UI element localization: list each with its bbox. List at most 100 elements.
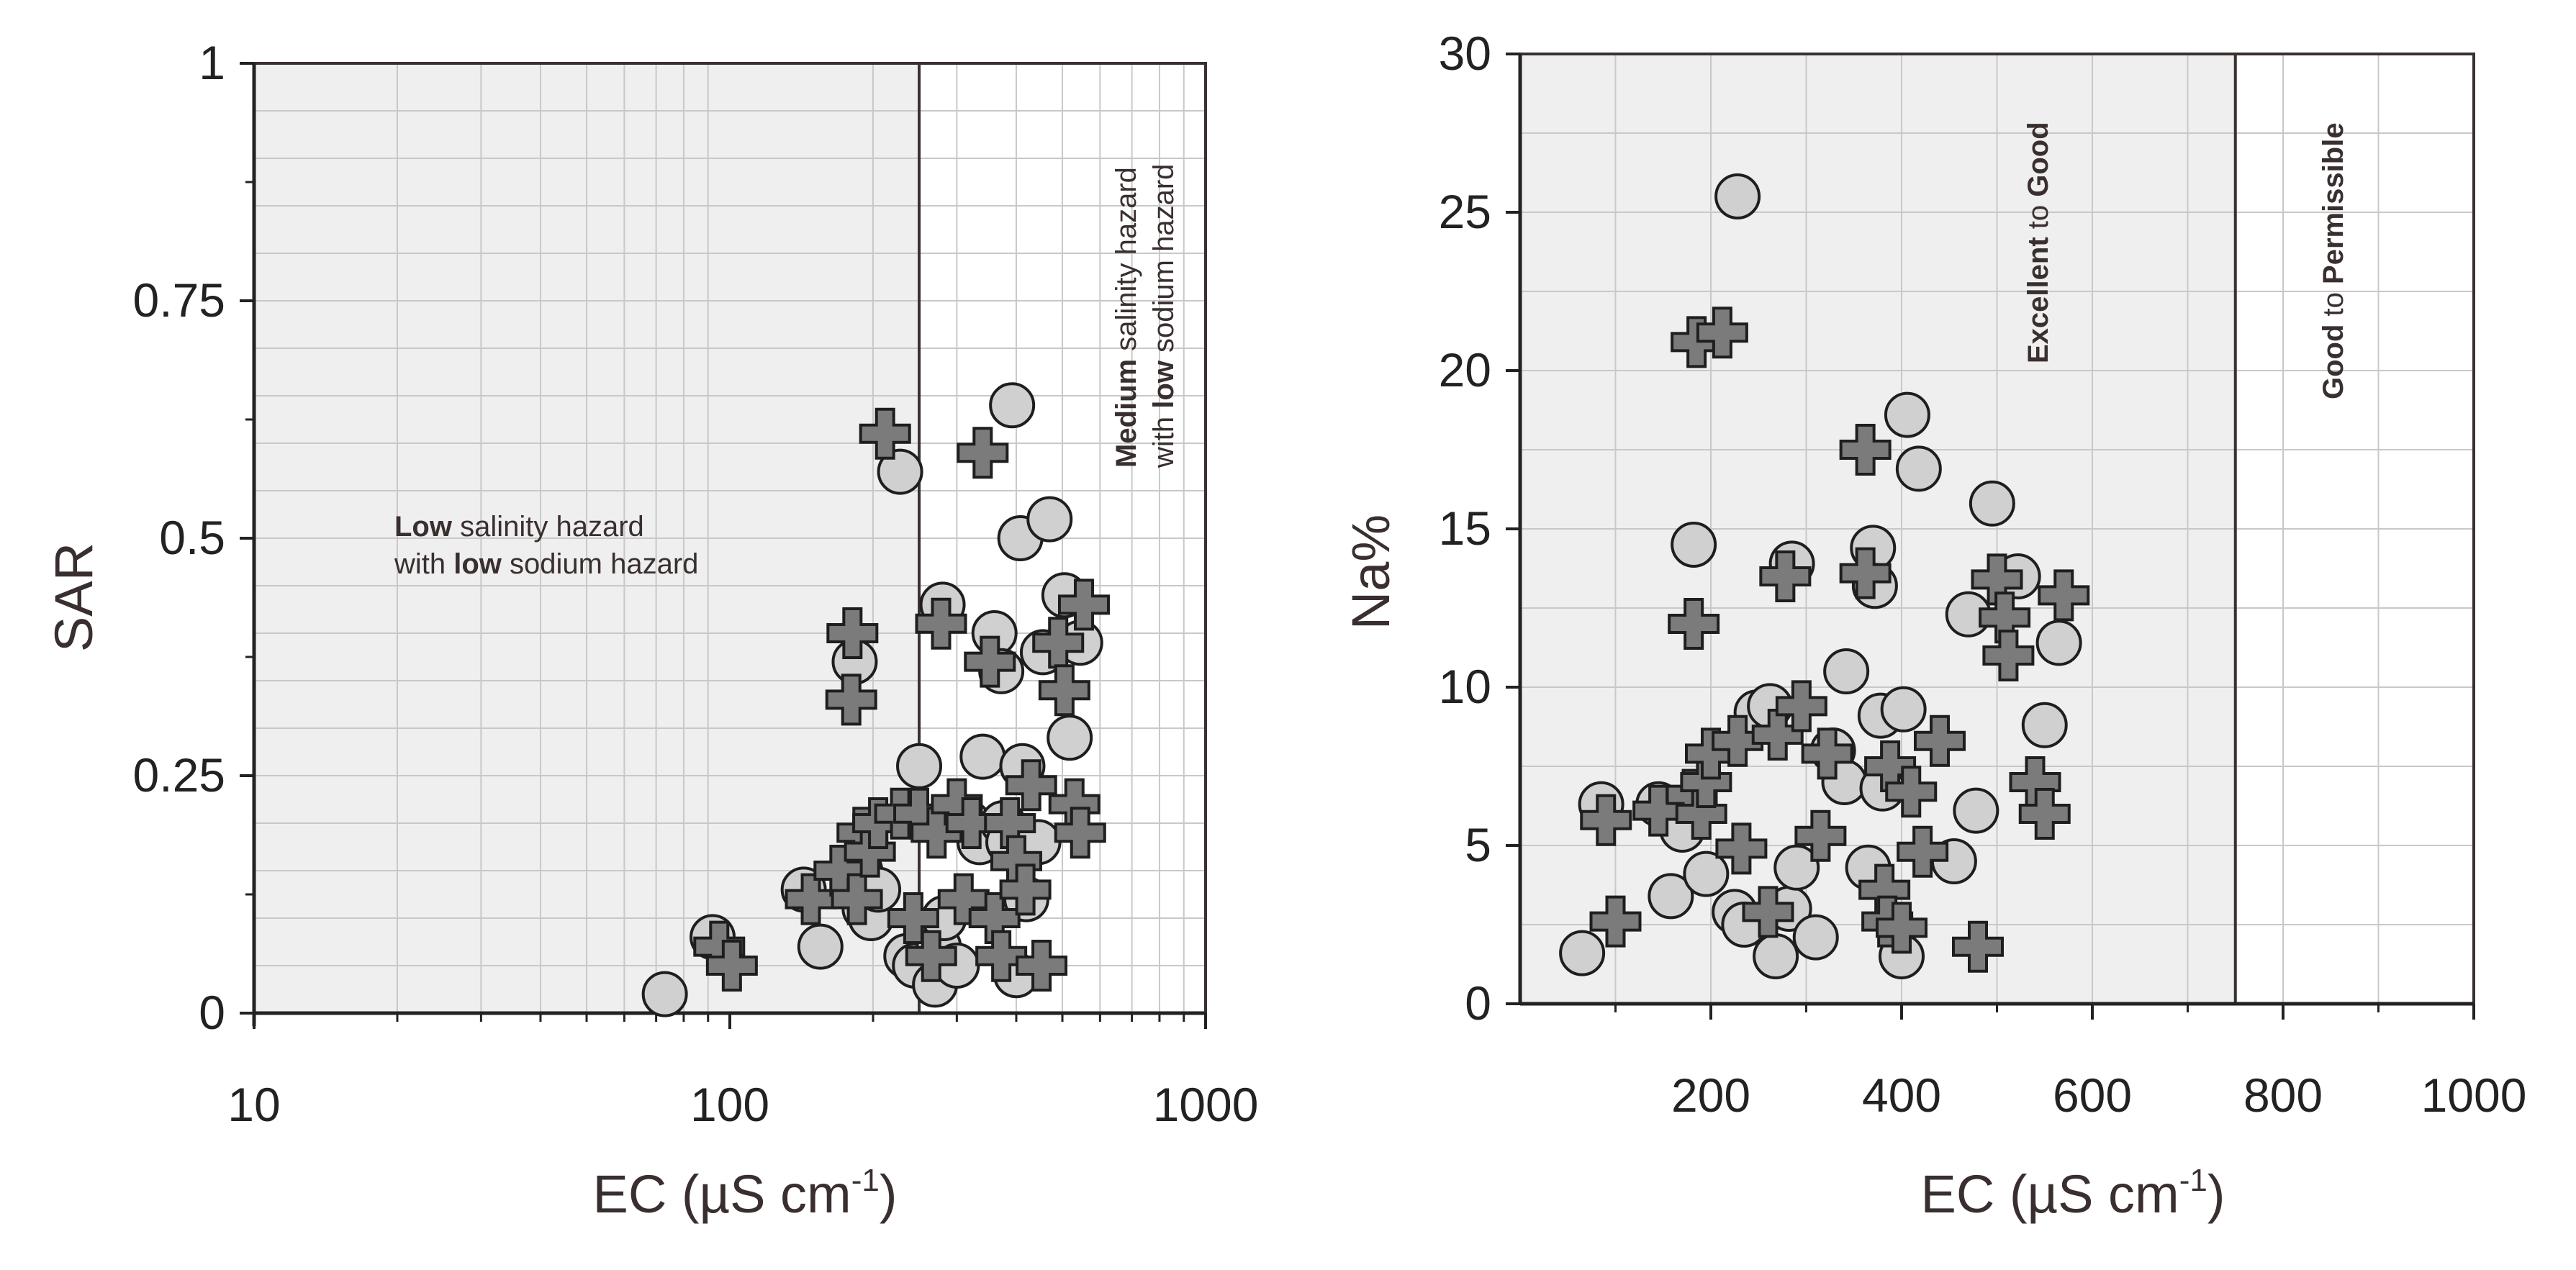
sar-annotation-low-line2: with low sodium hazard: [394, 548, 698, 580]
sar-ann-low-bold2: low: [453, 548, 502, 580]
sar-ann-med-text2b: sodium hazard: [1148, 164, 1180, 360]
sar-ann-low-text2a: with: [394, 548, 453, 580]
na-circle-point: [2035, 620, 2082, 666]
na-circle-point: [1714, 173, 1761, 219]
na-circle-point: [1792, 914, 1839, 961]
na-circle-point: [1895, 445, 1942, 492]
sar-cross-point: [826, 607, 879, 659]
na-cross-point: [1580, 794, 1632, 846]
sar-cross-point: [859, 407, 911, 460]
sar-cross-point: [1054, 807, 1106, 859]
sar-ann-med-text1: salinity hazard: [1111, 167, 1142, 359]
na-y-tick-label: 20: [1439, 343, 1491, 396]
na-x-tick-label: 800: [2243, 1069, 2323, 1122]
na-cross-point: [1589, 895, 1642, 948]
sar-cross-point: [825, 673, 877, 726]
sar-x-tick-label: 1000: [1153, 1078, 1259, 1131]
na-x-tick-label: 400: [1862, 1069, 1941, 1122]
sar-xlabel-end: ): [880, 1164, 898, 1224]
na-circle-point: [1823, 648, 1870, 694]
na-annotation-zone2: Good to Permissible: [2318, 122, 2349, 399]
sar-x-tick-label: 100: [690, 1078, 769, 1131]
sar-circle-point: [797, 923, 844, 970]
sar-cross-point: [957, 427, 1009, 479]
sar-cross-point: [910, 807, 963, 859]
sar-cross-point: [905, 930, 957, 982]
sar-ann-med-bold: Medium: [1111, 359, 1142, 468]
na-circle-point: [1671, 522, 1717, 568]
sar-cross-point: [1016, 940, 1068, 992]
sar-xlabel-sup: -1: [851, 1163, 880, 1198]
na-cross-point: [1897, 825, 1949, 878]
sar-cross-point: [945, 797, 998, 849]
sar-cross-point: [964, 635, 1016, 688]
na-circle-point: [1683, 851, 1730, 897]
na-circle-point: [1753, 933, 1799, 979]
na-circle-point: [1884, 391, 1930, 438]
sar-cross-point: [975, 930, 1028, 982]
na-cross-point: [1876, 902, 1928, 954]
sar-annotation-medium: Medium salinity hazard: [1111, 167, 1142, 468]
sar-cross-point: [1038, 664, 1090, 717]
sar-cross-point: [1057, 579, 1110, 631]
na-cross-point: [2038, 569, 2090, 622]
sar-circle-point: [989, 382, 1036, 429]
na-annotation-zone1: Excellent to Good: [2023, 122, 2054, 363]
na-x-tick-label: 200: [1671, 1069, 1750, 1122]
na-ann-zone2-bold2: Permissible: [2318, 122, 2349, 284]
sar-circle-point: [1047, 715, 1093, 761]
sar-annotation-low: Low salinity hazard: [394, 511, 644, 543]
sar-cross-point: [785, 873, 837, 925]
na-ticks: 200 400 600 800 1000 0 5 10 15 20 25 30: [1439, 27, 2527, 1122]
na-chart: 200 400 600 800 1000 0 5 10 15 20 25 30 Excellent t…: [1341, 27, 2526, 1224]
sar-y-tick-label: 0.25: [133, 748, 225, 802]
na-cross-point: [1742, 886, 1794, 938]
na-cross-point: [1751, 709, 1804, 761]
na-x-axis-label: EC (µS cm-1): [1921, 1163, 2225, 1224]
na-ann-zone2-text: to: [2318, 284, 2349, 325]
na-circle-point: [1648, 873, 1694, 920]
na-x-tick-label: 1000: [2421, 1069, 2527, 1122]
na-y-tick-label: 25: [1439, 185, 1491, 238]
sar-points: [641, 382, 1110, 1017]
sar-ann-med-text2a: with: [1148, 409, 1180, 468]
sar-circle-point: [641, 971, 688, 1017]
na-xlabel-main: EC (µS cm: [1921, 1164, 2179, 1224]
sar-circle-point: [877, 448, 923, 495]
na-cross-point: [1794, 809, 1847, 862]
na-y-axis-label: Na%: [1341, 514, 1401, 630]
na-cross-point: [1759, 550, 1812, 602]
sar-annotation-medium-line2: with low sodium hazard: [1148, 164, 1180, 468]
sar-cross-point: [915, 597, 967, 650]
na-x-tick-label: 600: [2053, 1069, 2132, 1122]
sar-circle-point: [896, 743, 943, 789]
na-y-tick-label: 15: [1439, 502, 1491, 555]
na-cross-point: [1801, 727, 1853, 780]
na-cross-point: [1712, 715, 1764, 767]
sar-ann-low-bold: Low: [394, 511, 453, 543]
sar-y-tick-label: 0.5: [159, 511, 225, 564]
sar-ann-med-bold2: low: [1148, 360, 1180, 409]
sar-cross-point: [999, 863, 1052, 916]
na-points: [1559, 173, 2090, 979]
na-ann-zone1-bold1: Excellent: [2023, 237, 2054, 363]
sar-chart: 10 100 1000 0 0.25 0.5 0.75 1 Low salinity haza…: [44, 36, 1258, 1224]
na-xlabel-sup: -1: [2179, 1163, 2207, 1198]
sar-ann-low-text2b: sodium hazard: [502, 548, 698, 580]
na-cross-point: [1952, 920, 2004, 973]
na-circle-point: [1969, 480, 2015, 527]
na-cross-point: [1885, 766, 1938, 818]
na-xlabel-end: ): [2207, 1164, 2225, 1224]
sar-xlabel-main: EC (µS cm: [593, 1164, 851, 1224]
sar-x-axis-label: EC (µS cm-1): [593, 1163, 898, 1224]
sar-ann-low-text1: salinity hazard: [452, 511, 644, 543]
na-y-tick-label: 30: [1439, 27, 1491, 80]
sar-y-tick-label: 0.75: [133, 273, 225, 327]
na-cross-point: [2018, 788, 2071, 840]
na-cross-point: [1839, 547, 1892, 599]
na-cross-point: [1775, 680, 1827, 732]
na-cross-point: [1696, 307, 1748, 359]
na-circle-point: [2021, 702, 2068, 748]
sar-cross-point: [831, 873, 883, 925]
